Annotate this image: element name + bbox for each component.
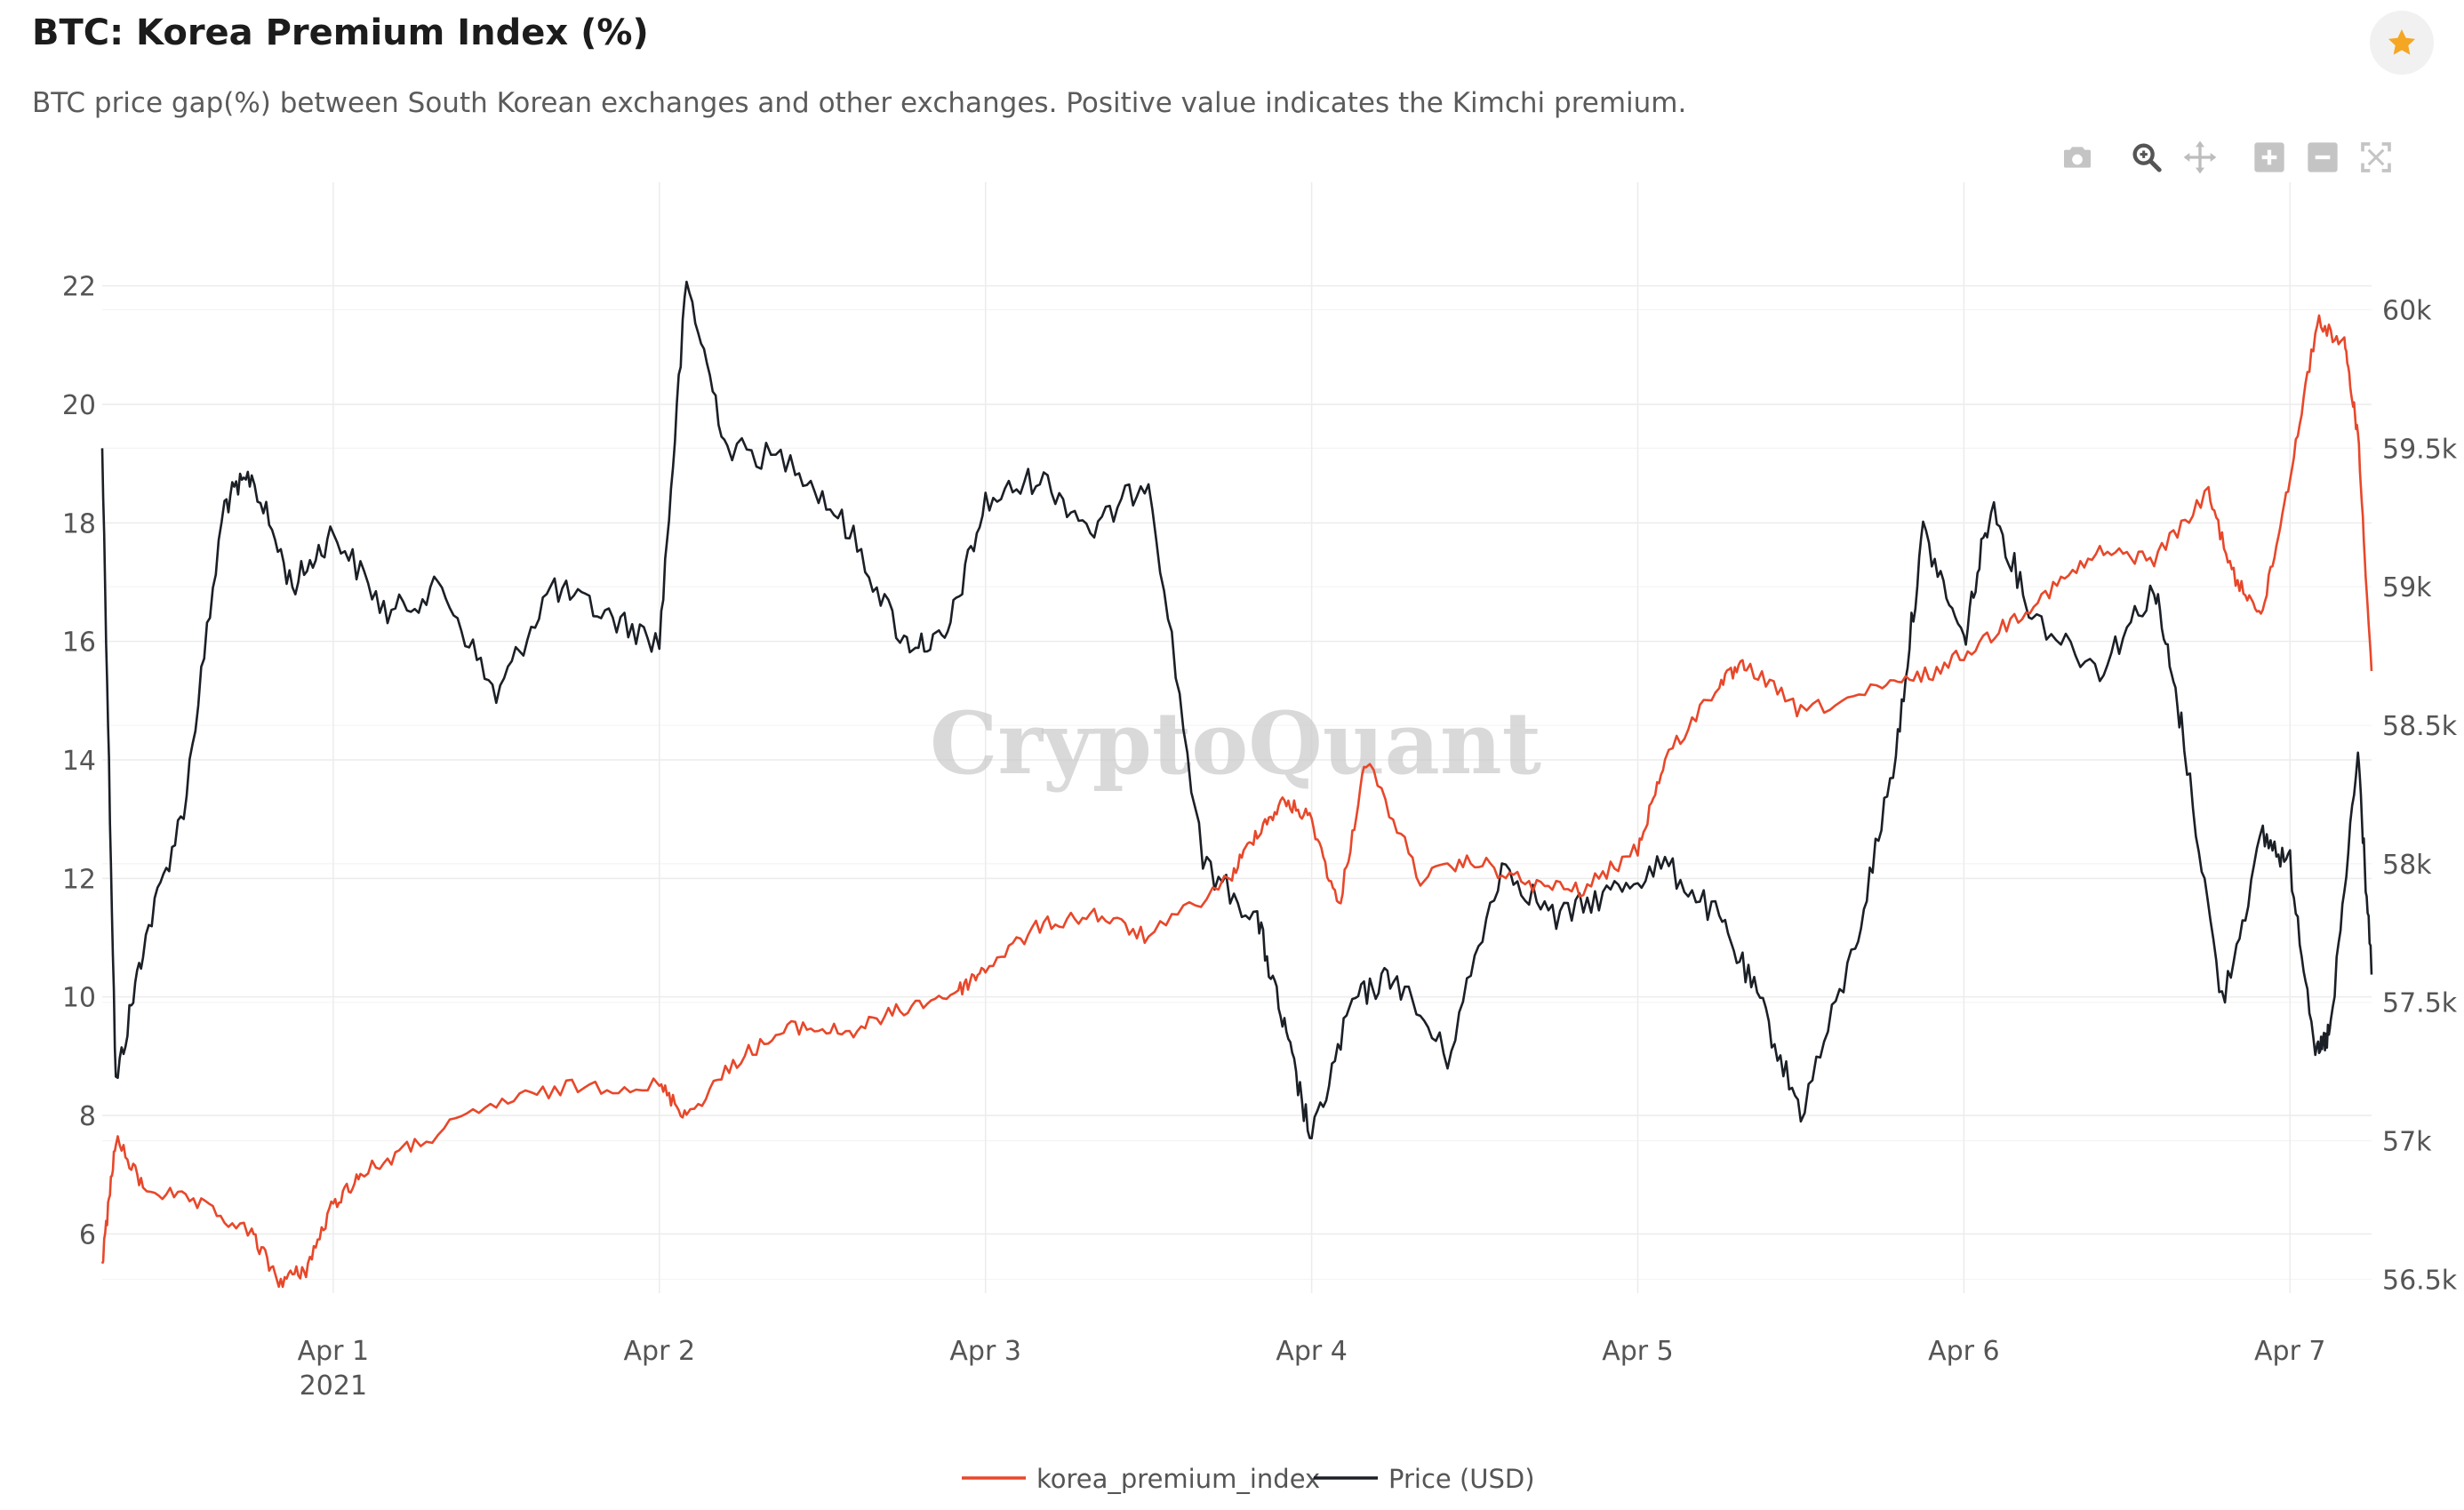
zoom-in-icon[interactable] bbox=[2247, 135, 2292, 180]
zoom-icon[interactable] bbox=[2124, 135, 2169, 180]
x-tick-sublabel: 2021 bbox=[300, 1370, 367, 1402]
autoscale-icon[interactable] bbox=[2354, 135, 2398, 180]
y-right-tick-label: 56.5k bbox=[2382, 1265, 2458, 1296]
y-left-tick-label: 8 bbox=[79, 1101, 96, 1132]
series-korea-premium-line bbox=[100, 314, 2373, 1289]
favorite-button[interactable] bbox=[2370, 11, 2434, 75]
camera-icon[interactable] bbox=[2055, 135, 2100, 180]
x-tick-label: Apr 2 bbox=[624, 1336, 696, 1367]
y-right-tick-label: 60k bbox=[2382, 296, 2432, 327]
y-right-tick-label: 58.5k bbox=[2382, 711, 2458, 742]
x-tick-label: Apr 3 bbox=[949, 1336, 1021, 1367]
y-left-tick-label: 12 bbox=[62, 864, 96, 895]
chart-subtitle: BTC price gap(%) between South Korean ex… bbox=[32, 87, 1687, 119]
y-right-tick-label: 59.5k bbox=[2382, 434, 2458, 465]
x-tick-label: Apr 6 bbox=[1928, 1336, 2000, 1367]
x-tick-label: Apr 7 bbox=[2254, 1336, 2326, 1367]
x-tick-label: Apr 5 bbox=[1602, 1336, 1674, 1367]
zoom-out-icon[interactable] bbox=[2300, 135, 2345, 180]
y-left-tick-label: 10 bbox=[62, 983, 96, 1014]
y-right-tick-label: 57k bbox=[2382, 1127, 2432, 1158]
y-left-tick-label: 22 bbox=[62, 272, 96, 303]
star-icon bbox=[2388, 28, 2416, 55]
y-left-tick-label: 18 bbox=[62, 508, 96, 539]
x-tick-label: Apr 1 bbox=[298, 1336, 370, 1367]
y-left-tick-label: 6 bbox=[79, 1219, 96, 1250]
chart-title: BTC: Korea Premium Index (%) bbox=[32, 12, 649, 53]
legend-label: Price (USD) bbox=[1388, 1464, 1535, 1494]
y-left-tick-label: 14 bbox=[62, 746, 96, 777]
legend-label: korea_premium_index bbox=[1036, 1464, 1320, 1494]
y-left-tick-label: 20 bbox=[62, 390, 96, 421]
y-right-tick-label: 58k bbox=[2382, 850, 2432, 881]
y-left-tick-label: 16 bbox=[62, 627, 96, 659]
x-tick-label: Apr 4 bbox=[1276, 1336, 1348, 1367]
watermark: CryptoQuant bbox=[930, 693, 1541, 794]
y-right-tick-label: 59k bbox=[2382, 572, 2432, 603]
y-right-tick-label: 57.5k bbox=[2382, 988, 2458, 1019]
pan-icon[interactable] bbox=[2178, 135, 2222, 180]
series-price-line bbox=[100, 280, 2373, 1139]
